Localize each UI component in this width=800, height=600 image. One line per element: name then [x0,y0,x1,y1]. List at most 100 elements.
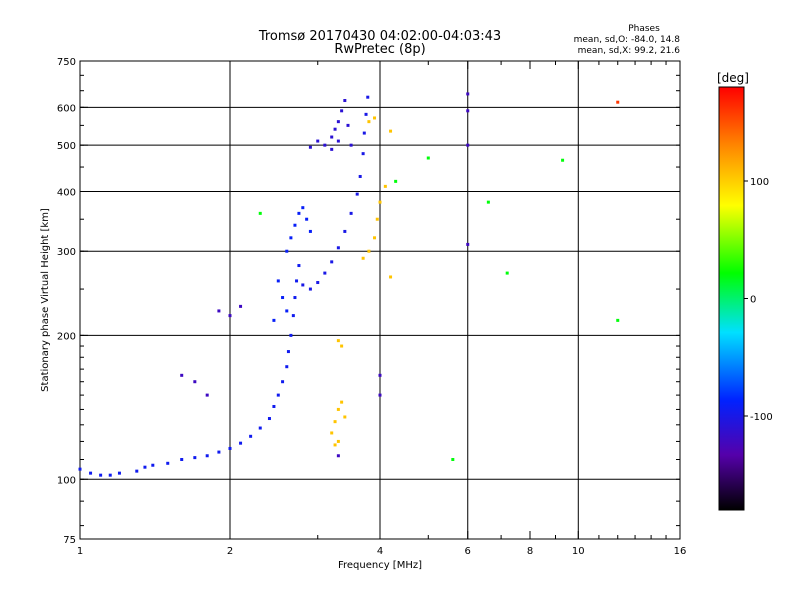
y-axis-label: Stationary phase Virtual Height [km] [40,208,51,392]
point-s4-1 [228,314,232,318]
point-s6-3 [561,158,565,162]
point-s1-9 [358,174,362,178]
point-s5-15 [389,275,393,279]
point-s5-8 [340,344,344,348]
scatter-points [78,92,620,477]
point-s5-6 [343,415,347,419]
point-s2-3 [340,109,344,113]
point-s5-11 [373,236,377,240]
point-s0-27 [297,264,301,268]
point-s5-17 [373,116,377,120]
point-s4-2 [239,304,243,308]
phases-info: Phases mean, sd,O: -84.0, 14.8 mean, sd,… [574,24,681,56]
point-s6-7 [394,179,398,183]
point-s3-1 [289,236,293,240]
phases-line-x: mean, sd,X: 99.2, 21.6 [578,46,681,56]
point-s5-18 [367,120,371,124]
colorbar-tick-label-2: -100 [750,412,773,423]
point-s4-0 [217,309,221,313]
point-s4-11 [378,393,382,397]
point-s4-6 [466,92,470,96]
y-tick-label-2: 200 [57,331,76,342]
point-s1-0 [301,283,305,287]
axes: 1 2 4 6 8 10 16 75 100 200 300 400 500 600 750 [57,57,686,557]
point-s5-16 [389,129,393,133]
point-s2-2 [336,120,340,124]
x-tick-label-2: 4 [377,546,383,557]
y-tick-label-7: 750 [57,57,76,68]
point-s0-10 [193,456,197,460]
point-s3-3 [297,211,301,215]
point-s0-3 [108,473,112,477]
point-s5-1 [333,420,337,424]
colorbar-tick-label-0: 100 [750,177,769,188]
point-s6-5 [486,200,490,204]
chart-title: Tromsø 20170430 04:02:00-04:03:43 [258,29,501,44]
point-s0-11 [205,454,209,458]
point-s4-8 [466,143,470,147]
point-s5-5 [333,443,337,447]
point-s2-7 [349,143,353,147]
point-s1-6 [343,229,347,233]
point-s1-1 [308,287,312,291]
point-s0-2 [99,473,103,477]
point-s0-19 [276,393,280,397]
colorbar-ticks: 100 0 -100 [744,177,773,423]
point-s2-11 [308,145,312,149]
point-s0-0 [78,467,82,471]
point-s3-2 [293,223,297,227]
point-s0-18 [272,404,276,408]
point-s0-13 [228,446,232,450]
point-s1-4 [330,260,334,264]
y-tick-label-1: 100 [57,475,76,486]
point-s5-13 [378,200,382,204]
colorbar: [deg] 100 0 -100 [717,71,773,511]
point-s5-10 [367,249,371,253]
point-s3-4 [301,206,305,210]
point-s6-1 [451,457,455,461]
point-s6-4 [616,318,620,322]
x-tick-label-3: 6 [465,546,471,557]
point-s0-23 [289,333,293,337]
point-s0-1 [89,471,93,475]
point-s1-10 [361,152,365,156]
point-s3-5 [305,217,309,221]
colorbar-gradient [718,86,745,511]
point-s4-10 [378,373,382,377]
grid-lines [80,61,680,539]
point-s0-21 [285,365,289,369]
point-s3-10 [272,318,276,322]
point-s2-8 [330,147,334,151]
x-tick-label-1: 2 [227,546,233,557]
point-s0-5 [135,469,139,473]
point-s2-5 [336,139,340,143]
point-s0-6 [143,465,147,469]
point-s6-6 [258,211,262,215]
point-s4-12 [336,454,340,458]
point-s0-14 [239,441,243,445]
point-s1-11 [362,131,366,135]
point-s6-0 [426,156,430,160]
point-s1-13 [366,95,370,99]
point-s2-0 [330,135,334,139]
point-s5-4 [336,439,340,443]
point-s0-22 [286,350,290,354]
point-s5-7 [336,339,340,343]
point-s2-10 [316,139,320,143]
point-s0-8 [166,461,170,465]
colorbar-label: [deg] [717,71,749,85]
point-s0-25 [293,296,297,300]
chart-subtitle: RwPretec (8p) [334,42,425,57]
y-tick-label-5: 500 [57,141,76,152]
colorbar-tick-label-1: 0 [750,295,756,306]
point-s1-8 [355,192,359,196]
point-s4-3 [180,373,184,377]
point-s3-8 [281,296,285,300]
point-s3-9 [285,309,289,313]
point-s0-16 [258,426,262,430]
point-s2-6 [346,123,350,127]
point-s0-17 [267,417,271,421]
x-axis-label: Frequency [MHz] [338,560,422,571]
point-s0-15 [249,434,253,438]
point-s2-4 [343,99,347,103]
